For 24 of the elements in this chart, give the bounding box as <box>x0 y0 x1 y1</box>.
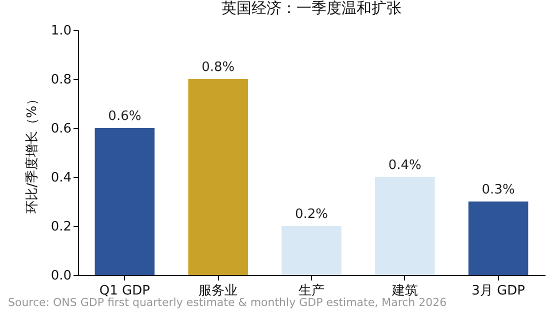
bar <box>188 79 248 275</box>
data-label: 0.3% <box>482 182 515 198</box>
bar <box>468 202 528 275</box>
x-tick-label: 3月 GDP <box>472 284 526 298</box>
y-tick-label: 0.2 <box>50 220 72 234</box>
data-label: 0.2% <box>294 207 328 222</box>
data-label: 0.8% <box>202 60 235 75</box>
x-tick-label: 服务业 <box>198 284 238 298</box>
y-tick-label: 0.4 <box>50 170 72 186</box>
y-tick-label: 0.0 <box>50 268 72 284</box>
bar <box>282 226 342 275</box>
y-tick-label: 0.8 <box>50 72 72 88</box>
y-tick-label: 1.0 <box>50 24 72 38</box>
x-tick-label: 建筑 <box>390 284 418 298</box>
data-label: 0.6% <box>108 109 142 124</box>
chart-title: 英国经济：一季度温和扩张 <box>222 0 402 17</box>
source-note: Source: ONS GDP first quarterly estimate & monthly GDP estimate, March 2026 <box>8 296 447 309</box>
data-label: 0.4% <box>388 158 422 173</box>
x-tick-label: 生产 <box>298 284 324 298</box>
x-tick-label: Q1 GDP <box>99 284 150 298</box>
y-axis-title: 环比/季度增长（%） <box>24 92 40 214</box>
bar <box>375 177 435 275</box>
bar <box>94 128 155 275</box>
y-tick-label: 0.6 <box>50 122 72 136</box>
